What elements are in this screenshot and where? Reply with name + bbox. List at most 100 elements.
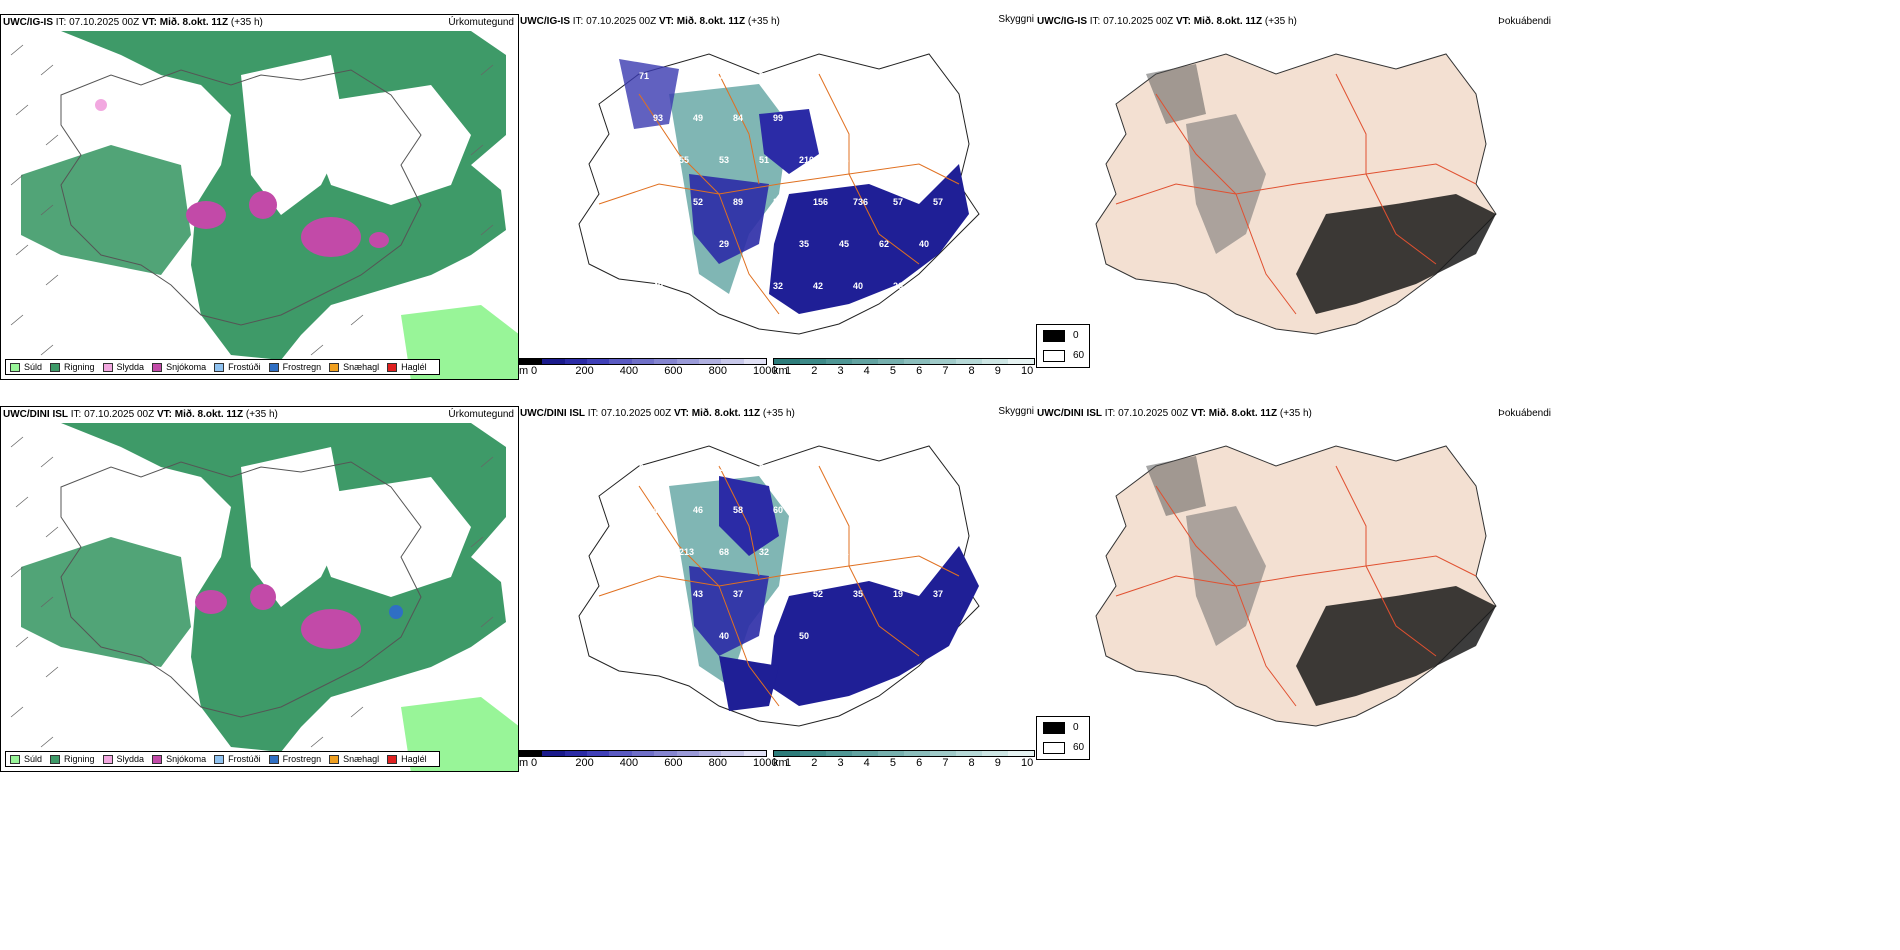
ceiling-height-label: 17 xyxy=(679,71,689,81)
legend-item: Snæhagl xyxy=(329,362,379,372)
precip-header: UWC/DINI ISL IT: 07.10.2025 00Z VT: Mið.… xyxy=(3,409,278,421)
colorbar-tick-label: 10 xyxy=(1021,757,1034,769)
legend-item: Súld xyxy=(10,362,42,372)
colorbar-tick-label: 8 xyxy=(968,757,975,769)
precip-title: Úrkomutegund xyxy=(448,17,514,28)
ceiling-height-label: 30 xyxy=(759,239,769,249)
ceiling-height-label: 30 xyxy=(639,631,649,641)
colorbar-swatch xyxy=(852,359,878,364)
ceiling-height-label: 62 xyxy=(839,547,849,557)
valid-label: VT: xyxy=(1190,408,1206,419)
colorbar-unit: m xyxy=(519,757,529,769)
model-name: UWC/IG-IS xyxy=(1037,16,1087,27)
valid-time: Mið. 8.okt. 11Z xyxy=(691,408,761,419)
init-time: IT: 07.10.2025 00Z xyxy=(70,409,155,420)
valid-time: Mið. 8.okt. 11Z xyxy=(1208,408,1278,419)
ceiling-height-label: 89 xyxy=(733,197,743,207)
dry-area xyxy=(241,447,346,607)
ceiling-height-label: 49 xyxy=(693,113,703,123)
legend-swatch xyxy=(152,754,163,764)
road-network xyxy=(598,465,960,707)
fog-area xyxy=(1296,194,1496,314)
fog-area xyxy=(1296,586,1496,706)
legend-item: Haglél xyxy=(387,362,427,372)
fog-legend-label: 60 xyxy=(1073,742,1085,753)
sleet-area xyxy=(95,99,107,111)
ceiling-colorbar: m 0 200 400 600 800 1000 xyxy=(519,750,777,769)
ceiling-header: UWC/IG-IS IT: 07.10.2025 00Z VT: Mið. 8.… xyxy=(520,16,780,28)
dry-area xyxy=(241,55,346,215)
model-name: UWC/DINI ISL xyxy=(1037,408,1102,419)
ceiling-height-label: 42 xyxy=(693,281,703,291)
colorbar-tick-label: 200 xyxy=(575,365,594,377)
fog-indicator-map-panel: UWC/IG-IS IT: 07.10.2025 00Z VT: Mið. 8.… xyxy=(1036,14,1553,380)
colorbar-swatch xyxy=(609,751,632,756)
colorbar-swatch xyxy=(826,359,852,364)
ceiling-height-label: 20 xyxy=(919,463,929,473)
colorbar-tick-label: 6 xyxy=(916,757,923,769)
snow-area xyxy=(369,232,389,248)
ceiling-height-label: 46 xyxy=(693,505,703,515)
rain-area xyxy=(21,537,191,667)
ceiling-height-label: 26 xyxy=(893,281,903,291)
valid-label: VT: xyxy=(156,409,172,420)
lead-time: (+35 h) xyxy=(762,408,795,419)
ceiling-colorbar-swatches xyxy=(519,750,767,757)
fog-area xyxy=(1146,64,1206,124)
valid-label: VT: xyxy=(658,16,674,27)
fog-legend: 0 60 xyxy=(1036,324,1090,368)
ceiling-colorbar-ticks: m 0 200 400 600 800 1000 xyxy=(519,757,777,769)
ceiling-colorbar-ticks: m 0 200 400 600 800 1000 xyxy=(519,365,777,377)
ceiling-height-label: 78 xyxy=(893,505,903,515)
dry-area xyxy=(301,85,471,205)
ceiling-height-label: 59 xyxy=(653,197,663,207)
fog-title: Þokuábendi xyxy=(1498,408,1551,419)
legend-swatch xyxy=(102,754,113,764)
ceiling-height-label: 43 xyxy=(693,589,703,599)
ceiling-height-label: 58 xyxy=(759,463,769,473)
ceiling-height-label: 186 xyxy=(933,505,948,515)
colorbar-swatch xyxy=(520,359,543,364)
colorbar-tick-label: 5 xyxy=(889,757,896,769)
colorbar-swatch xyxy=(826,751,852,756)
low-ceiling-area xyxy=(719,656,779,711)
precip-header: UWC/IG-IS IT: 07.10.2025 00Z VT: Mið. 8.… xyxy=(3,17,263,29)
precip-type-map-panel: UWC/DINI ISL IT: 07.10.2025 00Z VT: Mið.… xyxy=(0,406,519,772)
legend-swatch xyxy=(102,362,113,372)
legend-swatch xyxy=(214,754,225,764)
ceiling-height-label: 94 xyxy=(759,71,769,81)
snow-area xyxy=(195,590,227,614)
fog-title: Þokuábendi xyxy=(1498,16,1551,27)
ceiling-height-label: 40 xyxy=(919,239,929,249)
ceiling-height-label: 736 xyxy=(853,197,868,207)
ceiling-height-label: 44 xyxy=(653,505,663,515)
legend-item: Frostúði xyxy=(214,754,261,764)
colorbar-swatch xyxy=(542,359,565,364)
ceiling-labels: 71 17 7 94 56 151 123 131 93 49 84 99 144 58 65 93 74 55 5… xyxy=(639,71,943,333)
valid-label: VT: xyxy=(1175,16,1191,27)
wind-barbs xyxy=(10,436,494,748)
fog-header: UWC/DINI ISL IT: 07.10.2025 00Z VT: Mið.… xyxy=(1037,408,1312,420)
legend-swatch xyxy=(10,754,20,764)
colorbar-tick-label: 2 xyxy=(811,757,818,769)
ceiling-map: 24 66 33 58 10 57 61 20 44 46 58 60 47 44 78 186 116 213 6… xyxy=(578,445,980,727)
model-name: UWC/IG-IS xyxy=(3,17,53,28)
colorbar-tick-label: 800 xyxy=(708,365,727,377)
colorbar-swatch xyxy=(654,359,677,364)
ceiling-height-label: 52 xyxy=(693,197,703,207)
visibility-title: Skyggni xyxy=(998,406,1034,417)
freezing-rain-area xyxy=(389,605,403,619)
ceiling-height-label: 37 xyxy=(733,589,743,599)
low-ceiling-area xyxy=(689,566,769,656)
colorbar-swatch xyxy=(1008,359,1034,364)
ceiling-height-label: 131 xyxy=(839,155,854,165)
colorbar-swatch xyxy=(956,359,982,364)
ceiling-height-label: 24 xyxy=(639,463,649,473)
legend-item: Frostregn xyxy=(268,362,321,372)
ceiling-height-label: 38 xyxy=(799,547,809,557)
colorbar-swatch xyxy=(520,751,543,756)
colorbar-swatch xyxy=(654,751,677,756)
ceiling-height-label: 177 xyxy=(879,547,894,557)
fog-map xyxy=(1095,445,1497,727)
colorbar-swatch xyxy=(982,359,1008,364)
